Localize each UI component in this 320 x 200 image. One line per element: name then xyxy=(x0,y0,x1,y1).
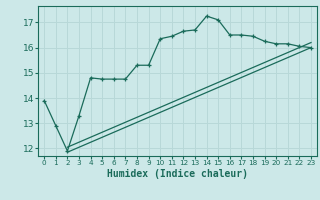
X-axis label: Humidex (Indice chaleur): Humidex (Indice chaleur) xyxy=(107,169,248,179)
